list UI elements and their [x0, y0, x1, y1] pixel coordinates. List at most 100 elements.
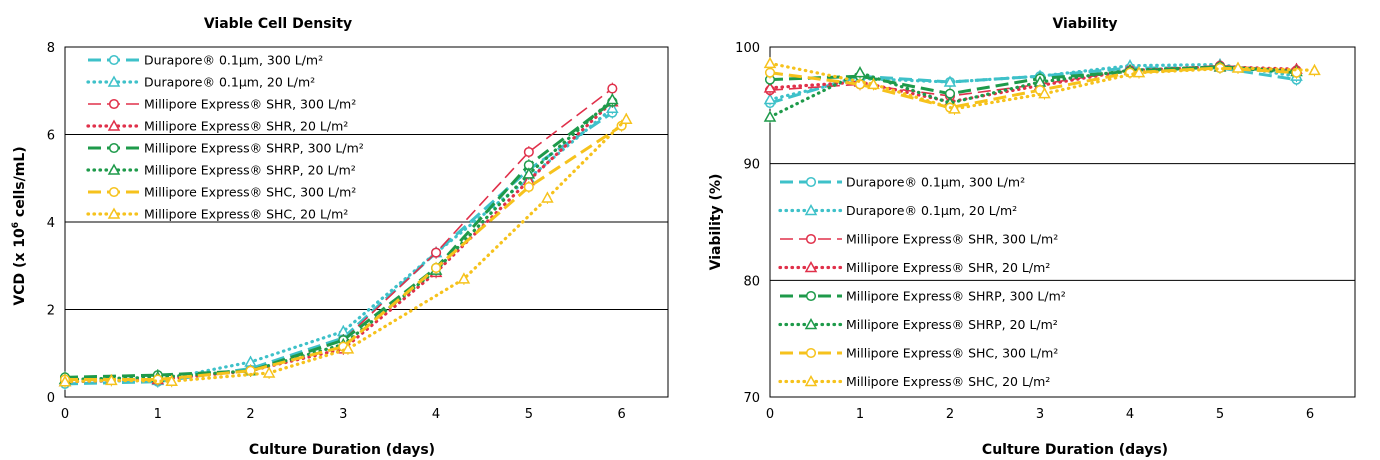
x-tick-label: 0	[766, 407, 774, 422]
legend-item: Millipore Express® SHR, 300 L/m²	[88, 97, 356, 112]
data-point	[853, 66, 867, 78]
data-point	[867, 77, 880, 90]
legend-item: Durapore® 0.1µm, 300 L/m²	[780, 175, 1025, 190]
data-point	[804, 203, 818, 216]
data-point	[1231, 61, 1245, 73]
x-axis-label: Culture Duration (days)	[249, 442, 435, 458]
data-point	[804, 260, 818, 273]
legend-label: Millipore Express® SHR, 20 L/m²	[846, 260, 1050, 275]
y-tick-label: 80	[743, 274, 760, 289]
y-tick-label: 70	[743, 391, 760, 406]
data-point	[341, 342, 355, 354]
x-tick-label: 4	[432, 407, 440, 422]
series-5	[59, 95, 618, 384]
data-point	[763, 110, 777, 122]
data-point	[1132, 66, 1146, 78]
data-point	[805, 290, 817, 302]
legend-label: Millipore Express® SHRP, 300 L/m²	[846, 289, 1066, 304]
data-point	[107, 119, 121, 131]
data-point	[107, 207, 121, 219]
series-8	[58, 112, 633, 388]
legend: Durapore® 0.1µm, 300 L/m² Durapore® 0.1µm…	[778, 175, 1066, 389]
data-point	[165, 374, 178, 386]
x-tick-label: 3	[1036, 407, 1044, 422]
series-7	[59, 119, 627, 386]
legend-item: Millipore Express® SHC, 20 L/m²	[86, 207, 348, 222]
y-tick-label: 100	[735, 41, 760, 56]
data-point	[431, 262, 442, 273]
data-point	[619, 112, 633, 124]
data-point	[523, 146, 534, 158]
legend-item: Millipore Express® SHC, 300 L/m²	[780, 346, 1058, 361]
legend-item: Millipore Express® SHRP, 20 L/m²	[86, 163, 356, 178]
data-point	[108, 186, 120, 198]
x-tick-label: 1	[154, 407, 162, 422]
data-point	[541, 191, 554, 203]
legend-label: Millipore Express® SHC, 300 L/m²	[144, 185, 356, 200]
y-tick-label: 90	[743, 158, 760, 173]
x-tick-label: 5	[1216, 407, 1224, 422]
data-point	[108, 142, 120, 154]
data-point	[108, 54, 120, 66]
x-tick-label: 1	[856, 407, 864, 422]
data-point	[805, 176, 817, 188]
legend-item: Millipore Express® SHRP, 300 L/m²	[88, 141, 364, 156]
data-point	[107, 163, 121, 175]
data-point	[764, 67, 776, 78]
legend-label: Millipore Express® SHC, 20 L/m²	[846, 374, 1050, 389]
data-point	[457, 272, 471, 284]
data-point	[805, 233, 817, 245]
legend-item: Durapore® 0.1µm, 300 L/m²	[88, 53, 323, 68]
legend-label: Durapore® 0.1µm, 20 L/m²	[846, 203, 1017, 218]
data-point	[804, 317, 818, 330]
legend-item: Durapore® 0.1µm, 20 L/m²	[86, 75, 315, 90]
chart-title: Viable Cell Density	[204, 16, 352, 32]
x-tick-label: 2	[246, 407, 254, 422]
data-point	[105, 373, 118, 386]
series-line	[63, 117, 628, 384]
x-tick-label: 0	[61, 407, 69, 422]
legend-item: Millipore Express® SHR, 20 L/m²	[778, 260, 1050, 275]
data-point	[1308, 63, 1321, 76]
y-tick-label: 6	[47, 129, 55, 144]
series-line	[769, 66, 1297, 110]
data-point	[943, 75, 957, 87]
legend-label: Millipore Express® SHR, 300 L/m²	[144, 97, 356, 112]
legend-item: Durapore® 0.1µm, 20 L/m²	[778, 203, 1017, 218]
y-axis-label: Viability (%)	[708, 174, 724, 271]
y-tick-label: 0	[47, 391, 55, 406]
x-tick-label: 3	[339, 407, 347, 422]
data-point	[522, 167, 536, 179]
legend-item: Millipore Express® SHR, 300 L/m²	[780, 232, 1058, 247]
data-point	[948, 102, 961, 114]
series-7	[764, 62, 1302, 114]
legend-item: Millipore Express® SHRP, 300 L/m²	[780, 289, 1066, 304]
data-point	[58, 375, 72, 387]
x-axis-label: Culture Duration (days)	[982, 442, 1168, 458]
data-point	[523, 181, 534, 193]
legend-item: Millipore Express® SHRP, 20 L/m²	[778, 317, 1058, 332]
legend-label: Millipore Express® SHR, 20 L/m²	[144, 119, 348, 134]
legend-label: Millipore Express® SHRP, 300 L/m²	[144, 141, 364, 156]
x-tick-label: 4	[1126, 407, 1134, 422]
series-8	[763, 56, 1321, 115]
data-point	[763, 56, 777, 69]
x-tick-label: 6	[1306, 407, 1314, 422]
data-point	[431, 247, 442, 258]
data-point	[607, 83, 618, 94]
legend-label: Millipore Express® SHC, 20 L/m²	[144, 207, 348, 222]
chart-viability: Viability Culture Duration (days) Viabil…	[708, 16, 1356, 458]
x-tick-label: 6	[617, 407, 625, 422]
legend: Durapore® 0.1µm, 300 L/m² Durapore® 0.1µm…	[86, 53, 364, 222]
y-tick-label: 4	[47, 216, 55, 231]
data-point	[763, 81, 777, 93]
legend-item: Millipore Express® SHC, 20 L/m²	[778, 374, 1050, 389]
legend-item: Millipore Express® SHR, 20 L/m²	[86, 119, 348, 134]
legend-item: Millipore Express® SHC, 300 L/m²	[88, 185, 356, 200]
plot-area	[769, 46, 1356, 398]
data-point	[107, 75, 121, 87]
legend-label: Millipore Express® SHC, 300 L/m²	[846, 346, 1058, 361]
data-point	[606, 92, 619, 105]
data-point	[1038, 87, 1051, 99]
